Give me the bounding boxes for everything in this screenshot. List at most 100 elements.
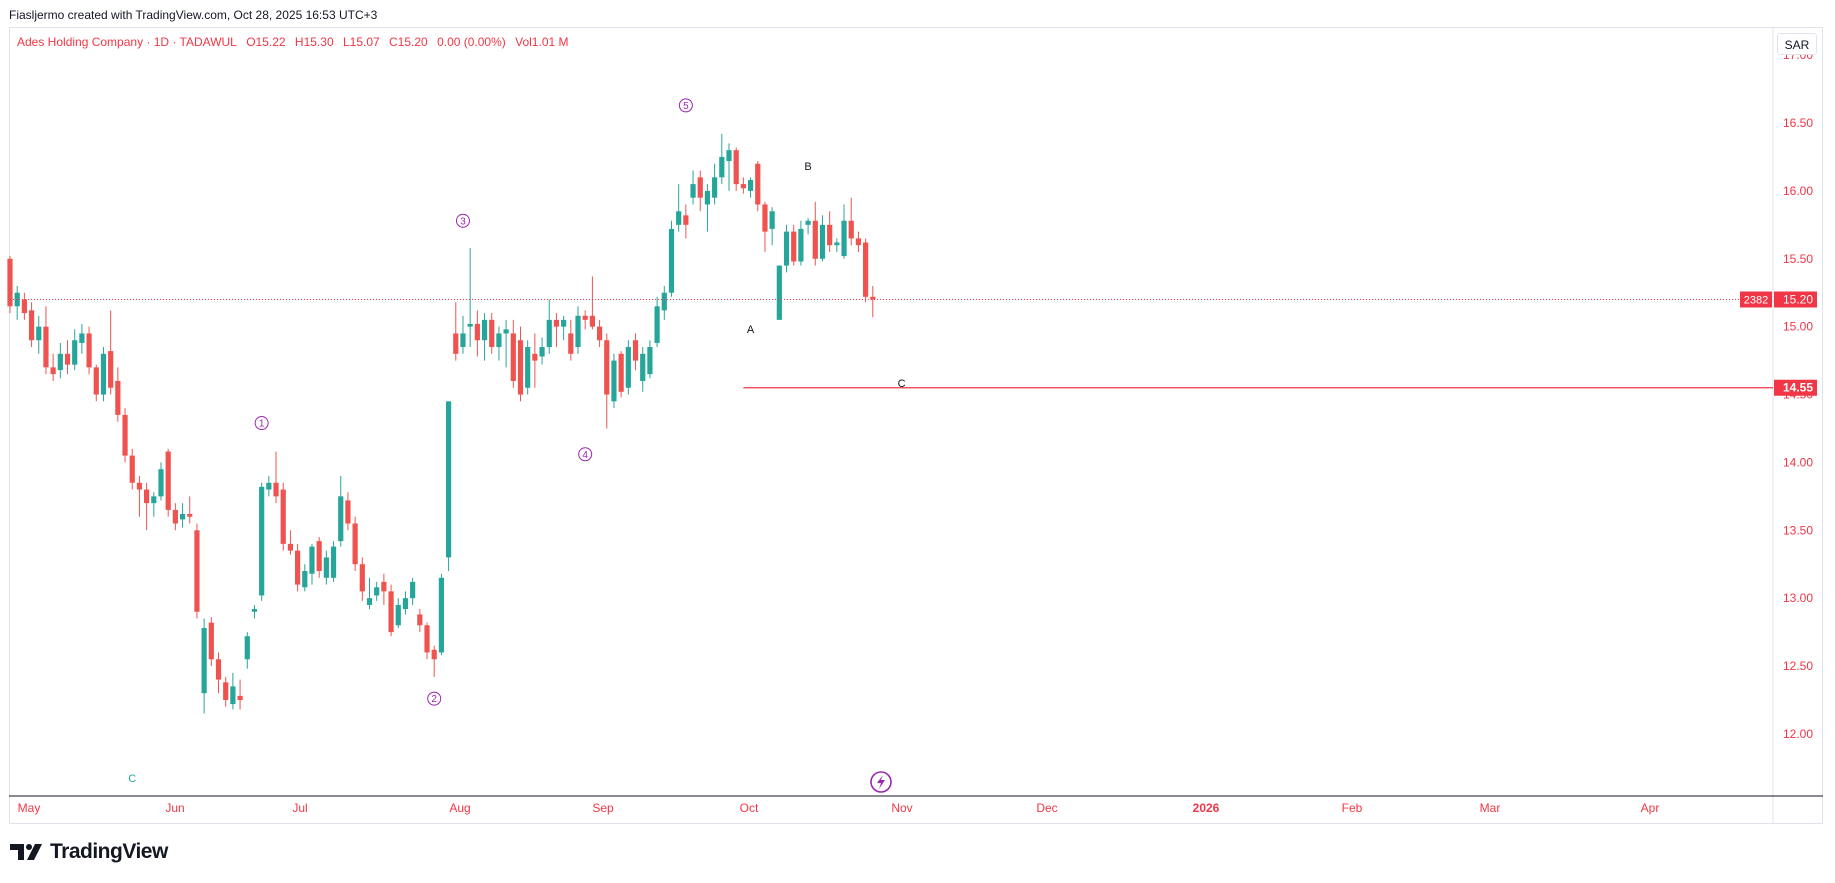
candle[interactable] [100,347,107,402]
candle[interactable] [417,609,423,633]
candle[interactable] [223,676,229,707]
candle[interactable] [79,323,85,354]
candle[interactable] [604,333,610,429]
candle[interactable] [783,224,790,273]
candle[interactable] [704,184,711,232]
candle[interactable] [194,523,200,619]
candle[interactable] [330,541,337,582]
candle[interactable] [273,451,279,504]
candle[interactable] [582,310,588,330]
candle[interactable] [726,143,732,191]
candle[interactable] [201,618,207,714]
candle[interactable] [43,306,49,375]
candle[interactable] [165,448,171,517]
price-axis[interactable]: 12.0012.5013.0013.5014.0014.5015.0015.50… [1740,48,1817,741]
candle[interactable] [64,340,71,375]
candle[interactable] [338,475,344,547]
candle[interactable] [697,170,703,212]
candle[interactable] [445,401,452,572]
candle[interactable] [366,577,373,610]
candle[interactable] [683,204,689,239]
candle[interactable] [503,319,509,368]
candle[interactable] [668,220,675,297]
candle[interactable] [474,310,480,357]
candle[interactable] [460,315,466,354]
candle[interactable] [302,564,308,592]
candle[interactable] [50,353,56,381]
candle[interactable] [776,265,782,320]
candle[interactable] [93,364,99,402]
candle[interactable] [316,537,322,578]
bolt-icon[interactable] [870,771,892,793]
candle[interactable] [36,315,42,354]
candle[interactable] [395,598,401,629]
candle[interactable] [7,256,13,314]
candle[interactable] [244,632,250,669]
candle[interactable] [791,224,797,266]
candle[interactable] [525,340,531,395]
candle[interactable] [647,340,653,379]
candle[interactable] [158,462,164,501]
candle[interactable] [72,329,78,371]
candle[interactable] [863,238,869,303]
candle[interactable] [115,367,121,422]
candle[interactable] [819,215,826,262]
candle[interactable] [21,292,27,320]
candle[interactable] [57,342,63,379]
candle[interactable] [532,333,538,388]
candle[interactable] [855,231,862,252]
last-price-tag[interactable]: 2382 15.20 [1740,291,1817,308]
candle[interactable] [237,679,243,710]
candle[interactable] [553,313,560,348]
candle[interactable] [295,543,301,592]
candle[interactable] [690,170,696,205]
currency-button[interactable]: SAR [1777,33,1817,55]
candle[interactable] [108,310,114,395]
candle[interactable] [208,617,214,667]
candle[interactable] [596,319,603,348]
candle[interactable] [611,353,617,409]
wave-label-circled[interactable]: 5 [678,98,693,113]
candle[interactable] [280,482,286,551]
candle[interactable] [122,408,128,463]
candle[interactable] [618,351,624,398]
candle[interactable] [136,475,143,517]
candle[interactable] [834,238,840,252]
candle[interactable] [402,591,409,615]
candle[interactable] [812,201,818,266]
candle[interactable] [510,319,516,388]
candle[interactable] [352,516,358,572]
candle[interactable] [187,496,193,524]
candle[interactable] [287,530,294,555]
candle[interactable] [755,161,761,212]
candle[interactable] [424,622,430,660]
candle[interactable] [719,133,725,185]
candle[interactable] [144,482,150,531]
candle[interactable] [640,347,646,392]
candle[interactable] [661,285,667,320]
time-axis[interactable]: May Jun Jul Aug Sep Oct Nov Dec 2026 Feb Mar Apr [18,801,1660,815]
candle[interactable] [762,201,768,252]
candle[interactable] [323,550,329,585]
candle[interactable] [374,581,380,601]
candle[interactable] [769,207,775,246]
candle[interactable] [388,584,394,637]
candle[interactable] [431,645,437,677]
candle[interactable] [848,197,854,246]
candle[interactable] [496,326,502,361]
candle[interactable] [172,503,178,531]
candle[interactable] [870,285,876,318]
candle[interactable] [179,503,186,528]
candle[interactable] [381,573,387,605]
tradingview-logo[interactable]: TradingView [10,840,168,864]
wave-label-circled[interactable]: 4 [578,447,593,462]
candle[interactable] [654,296,660,348]
wave-label[interactable]: B [804,161,811,173]
candle[interactable] [86,326,92,375]
candle[interactable] [28,302,35,348]
candle[interactable] [625,340,631,395]
horizontal-line-tag[interactable]: 14.55 [1774,379,1817,396]
candle[interactable] [467,247,473,348]
candle[interactable] [589,276,595,330]
